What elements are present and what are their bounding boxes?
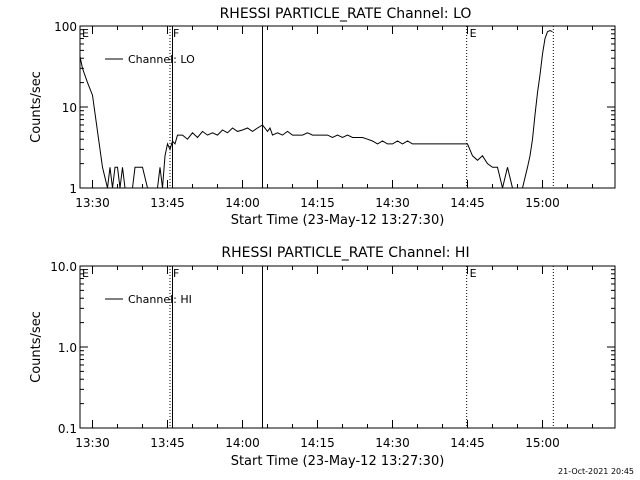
chart1-x-tick-label: 14:45 (450, 196, 485, 210)
chart2-x-tick-label: 14:45 (450, 436, 485, 450)
chart1-y-tick-label: 100 (54, 20, 77, 34)
chart1-x-tick-label: 14:15 (300, 196, 335, 210)
chart2-legend-label: Channel: HI (128, 293, 192, 306)
chart2-x-tick-label: 13:30 (75, 436, 110, 450)
chart2-x-tick-label: 15:00 (525, 436, 560, 450)
chart2-y-tick-label: 10.0 (50, 260, 77, 274)
chart1-corner-label: E (82, 27, 89, 40)
chart1-series-line (79, 29, 553, 189)
chart1-x-tick-label: 13:45 (150, 196, 185, 210)
chart1-x-axis-label: Start Time (23-May-12 13:27:30) (231, 213, 445, 228)
chart2-x-tick-label: 14:15 (300, 436, 335, 450)
chart2-x-tick-label: 14:30 (375, 436, 410, 450)
chart2-title: RHESSI PARTICLE_RATE Channel: HI (221, 245, 469, 261)
chart2-plot-frame (79, 265, 616, 429)
chart1-x-tick-label: 15:00 (525, 196, 560, 210)
chart2-event-marker-label: E (470, 267, 477, 280)
chart2-corner-label: E (82, 267, 89, 280)
chart1-event-marker-label: F (173, 27, 179, 40)
chart1-legend-label: Channel: LO (128, 53, 195, 66)
chart1-y-tick-label: 1 (69, 182, 77, 196)
chart2-event-marker-label: F (173, 267, 179, 280)
chart1-event-marker-label: E (470, 27, 477, 40)
chart2-y-tick-label: 0.1 (58, 422, 77, 436)
chart1-x-tick-label: 14:30 (375, 196, 410, 210)
chart2-x-axis-label: Start Time (23-May-12 13:27:30) (231, 454, 445, 469)
chart2-x-tick-label: 14:00 (225, 436, 260, 450)
chart2-y-tick-label: 1.0 (58, 341, 77, 355)
chart1-y-axis-label: Counts/sec (29, 71, 44, 143)
chart1-x-tick-label: 14:00 (225, 196, 260, 210)
chart1-title: RHESSI PARTICLE_RATE Channel: LO (220, 6, 472, 22)
chart2-x-tick-label: 13:45 (150, 436, 185, 450)
footer-timestamp: 21-Oct-2021 20:45 (558, 467, 634, 476)
chart2-y-axis-label: Counts/sec (29, 311, 44, 383)
chart1-x-tick-label: 13:30 (75, 196, 110, 210)
chart1-y-tick-label: 10 (62, 101, 77, 115)
chart1-plot-frame (79, 25, 616, 189)
